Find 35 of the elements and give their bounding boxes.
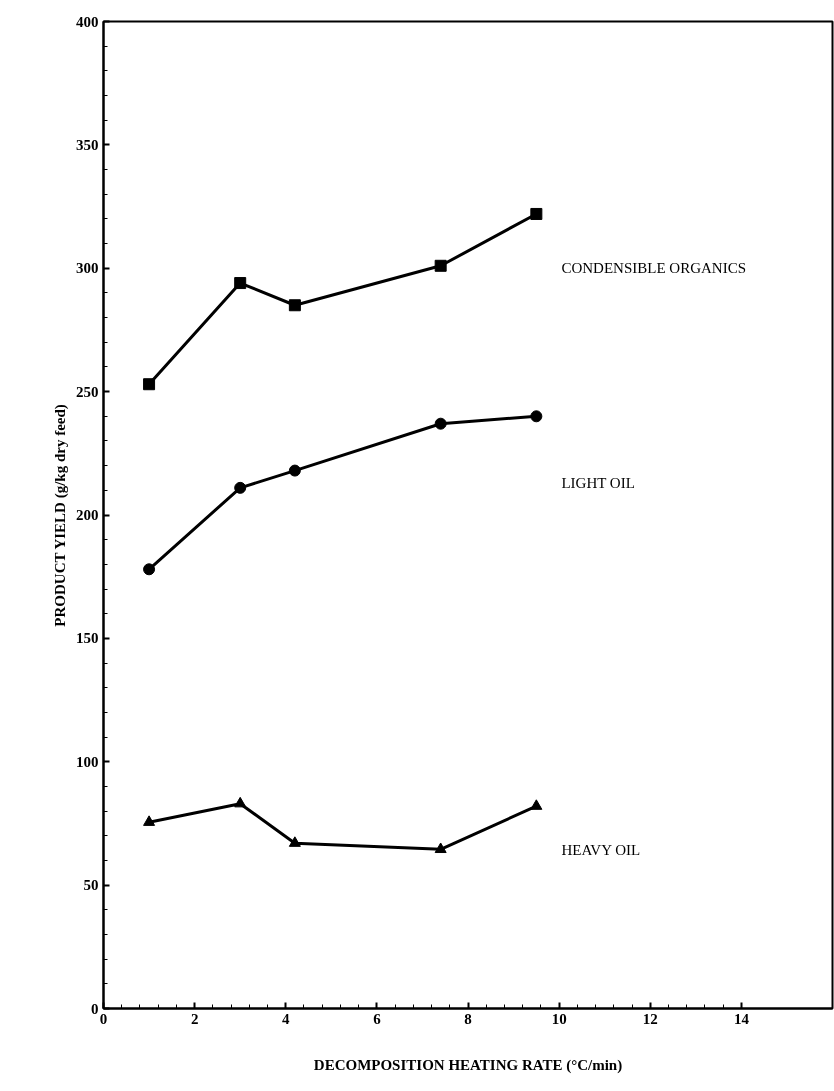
text: CONDENSIBLE ORGANICS <box>561 259 746 276</box>
point <box>288 464 301 477</box>
y-tick-label: 250 <box>76 383 99 400</box>
point <box>434 842 447 854</box>
text: HEAVY OIL <box>561 842 641 859</box>
y-tick-label: 200 <box>76 507 99 523</box>
x-tick-label: 10 <box>551 1010 567 1027</box>
x-axis-title: DECOMPOSITION HEATING RATE (°C/min) <box>313 1056 623 1074</box>
point <box>530 207 543 220</box>
y-tick-label: 50 <box>83 877 99 894</box>
y-axis-title: PRODUCT YIELD (g/kg dry feed) <box>52 404 69 627</box>
x-tick-label: 8 <box>464 1010 472 1027</box>
y-tick-label: 150 <box>76 630 99 647</box>
point <box>234 481 247 494</box>
y-tick-label: 400 <box>76 13 99 30</box>
point <box>288 836 301 847</box>
point <box>234 796 247 808</box>
y-tick-label: 100 <box>76 753 99 770</box>
point <box>530 799 543 810</box>
point <box>143 378 156 391</box>
point <box>143 815 156 826</box>
point <box>530 410 543 423</box>
point <box>288 299 301 312</box>
x-tick-label: 6 <box>373 1010 382 1027</box>
point <box>143 563 156 576</box>
point <box>434 259 447 272</box>
point <box>234 277 247 290</box>
x-tick-label: 14 <box>733 1010 750 1027</box>
text: LIGHT OIL <box>561 475 635 492</box>
x-tick-label: 4 <box>282 1010 290 1027</box>
point <box>434 417 447 430</box>
x-tick-label: 12 <box>642 1010 658 1027</box>
x-tick-label: 2 <box>190 1010 199 1027</box>
y-tick-label: 350 <box>76 136 99 153</box>
y-tick-label: 300 <box>76 260 99 277</box>
